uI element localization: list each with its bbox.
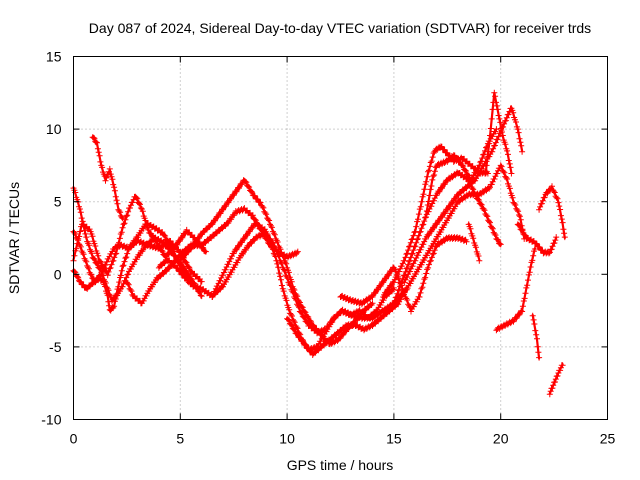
series-17	[465, 221, 483, 264]
x-tick-label: 25	[600, 431, 616, 447]
series-21	[529, 312, 543, 361]
series-5	[89, 134, 126, 222]
x-tick-label: 10	[279, 431, 295, 447]
series-15	[390, 162, 528, 308]
series-markers	[514, 221, 560, 257]
series-markers	[422, 169, 504, 248]
series-markers	[209, 220, 397, 354]
series-markers	[284, 286, 410, 358]
series-23	[546, 362, 566, 398]
x-tick-label: 15	[386, 431, 402, 447]
series-line	[339, 128, 498, 319]
series-10	[284, 286, 410, 358]
series-markers	[482, 89, 515, 177]
series-markers	[546, 362, 566, 398]
series-19	[493, 246, 538, 334]
series-markers	[536, 183, 568, 241]
series-11	[337, 234, 470, 315]
y-tick-label: 15	[46, 49, 62, 65]
y-tick-label: 5	[54, 194, 62, 210]
series-14	[401, 105, 526, 286]
data-series	[70, 89, 568, 398]
y-tick-label: 0	[54, 266, 62, 282]
series-markers	[465, 221, 483, 264]
y-tick-label: 10	[46, 121, 62, 137]
series-12	[337, 126, 500, 322]
series-20	[514, 221, 560, 257]
series-markers	[337, 126, 500, 322]
series-13	[380, 143, 491, 300]
series-markers	[89, 134, 126, 222]
series-markers	[380, 143, 491, 300]
x-tick-label: 5	[176, 431, 184, 447]
y-axis-label: SDTVAR / TECUs	[6, 182, 22, 294]
series-9	[209, 220, 397, 354]
series-markers	[401, 105, 526, 286]
series-16	[422, 169, 504, 248]
chart-title: Day 087 of 2024, Sidereal Day-to-day VTE…	[89, 20, 591, 36]
series-markers	[529, 312, 543, 361]
y-tick-label: -10	[41, 412, 61, 428]
series-22	[536, 183, 568, 241]
series-markers	[337, 234, 470, 315]
y-tick-label: -5	[49, 339, 62, 355]
series-4	[70, 193, 209, 279]
x-axis-label: GPS time / hours	[287, 457, 394, 473]
plot-frame	[73, 56, 608, 420]
series-markers	[493, 246, 538, 334]
series-18	[482, 89, 515, 177]
x-tick-label: 20	[493, 431, 509, 447]
axis-ticks: 0 5 10 15 20 25 -10 -5 0 5 10 15	[41, 49, 615, 447]
x-tick-label: 0	[70, 431, 78, 447]
series-markers	[390, 162, 528, 308]
